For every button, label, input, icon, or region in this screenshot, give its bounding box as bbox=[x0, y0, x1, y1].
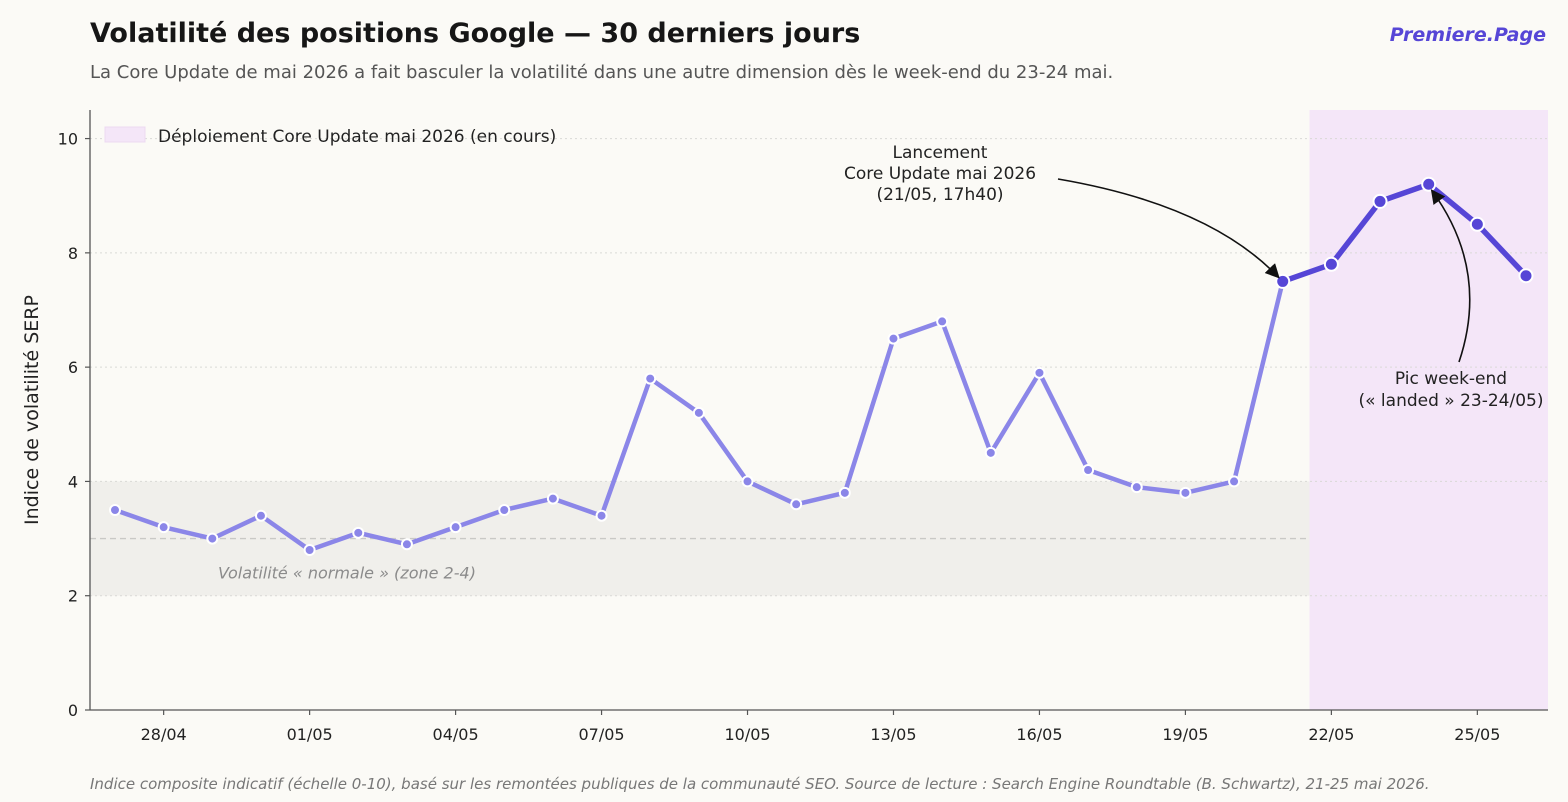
data-point bbox=[546, 492, 559, 505]
data-point bbox=[936, 315, 949, 328]
x-tick-label: 04/05 bbox=[433, 725, 479, 744]
y-tick-label: 2 bbox=[68, 587, 78, 606]
series-line-core-update bbox=[1279, 181, 1529, 285]
x-tick-label: 28/04 bbox=[141, 725, 187, 744]
data-point bbox=[206, 532, 219, 545]
annotation-peak-text: Pic week-end bbox=[1395, 369, 1507, 389]
x-tick-label: 10/05 bbox=[724, 725, 770, 744]
data-point bbox=[449, 521, 462, 534]
x-tick-label: 07/05 bbox=[578, 725, 624, 744]
data-point bbox=[838, 486, 851, 499]
x-tick-label: 19/05 bbox=[1162, 725, 1208, 744]
legend-label: Déploiement Core Update mai 2026 (en cou… bbox=[158, 127, 556, 147]
data-point bbox=[692, 406, 705, 419]
data-point bbox=[790, 498, 803, 511]
normal-zone-label: Volatilité « normale » (zone 2-4) bbox=[218, 564, 476, 583]
annotation-peak-arrow bbox=[1430, 189, 1471, 363]
y-tick-label: 8 bbox=[68, 244, 78, 263]
y-axis-label: Indice de volatilité SERP bbox=[21, 295, 43, 525]
x-tick-label: 22/05 bbox=[1308, 725, 1354, 744]
annotation-peak-text: (« landed » 23-24/05) bbox=[1359, 391, 1544, 411]
data-point bbox=[1033, 366, 1046, 379]
x-tick-label: 16/05 bbox=[1016, 725, 1062, 744]
data-point bbox=[109, 504, 121, 516]
legend-swatch bbox=[104, 126, 146, 143]
annotation-launch-text: (21/05, 17h40) bbox=[876, 185, 1003, 205]
brand-logo: Premiere.Page bbox=[1389, 24, 1546, 46]
data-point bbox=[352, 526, 365, 539]
x-tick-label: 13/05 bbox=[870, 725, 916, 744]
y-tick-label: 0 bbox=[68, 701, 78, 720]
data-point bbox=[595, 509, 608, 522]
data-point bbox=[254, 509, 267, 522]
data-point bbox=[644, 372, 657, 385]
y-tick-label: 4 bbox=[68, 472, 78, 491]
data-point bbox=[1130, 481, 1143, 494]
x-tick-label: 01/05 bbox=[287, 725, 333, 744]
data-point bbox=[1421, 176, 1437, 192]
data-point bbox=[741, 475, 754, 488]
data-point bbox=[1323, 256, 1339, 272]
data-point bbox=[400, 538, 413, 551]
data-point bbox=[984, 446, 997, 459]
data-point bbox=[303, 544, 316, 556]
y-tick-label: 10 bbox=[58, 130, 78, 149]
data-point bbox=[157, 521, 170, 534]
chart-title: Volatilité des positions Google — 30 der… bbox=[90, 18, 861, 49]
data-point bbox=[1469, 216, 1485, 232]
data-point bbox=[1179, 486, 1192, 499]
data-point bbox=[498, 504, 511, 516]
annotation-launch-arrow bbox=[1057, 178, 1280, 279]
data-point bbox=[1372, 193, 1388, 209]
y-tick-label: 6 bbox=[68, 358, 78, 377]
chart-subtitle: La Core Update de mai 2026 a fait bascul… bbox=[90, 62, 1114, 83]
chart-footnote: Indice composite indicatif (échelle 0-10… bbox=[90, 775, 1430, 793]
x-tick-label: 25/05 bbox=[1454, 725, 1500, 744]
data-point bbox=[887, 332, 900, 345]
rollout-shading bbox=[1309, 110, 1548, 710]
data-point bbox=[1082, 464, 1095, 476]
annotation-launch-text: Lancement bbox=[893, 143, 988, 163]
data-point bbox=[1228, 475, 1241, 488]
annotation-launch-text: Core Update mai 2026 bbox=[844, 164, 1036, 184]
data-point bbox=[1518, 268, 1534, 284]
